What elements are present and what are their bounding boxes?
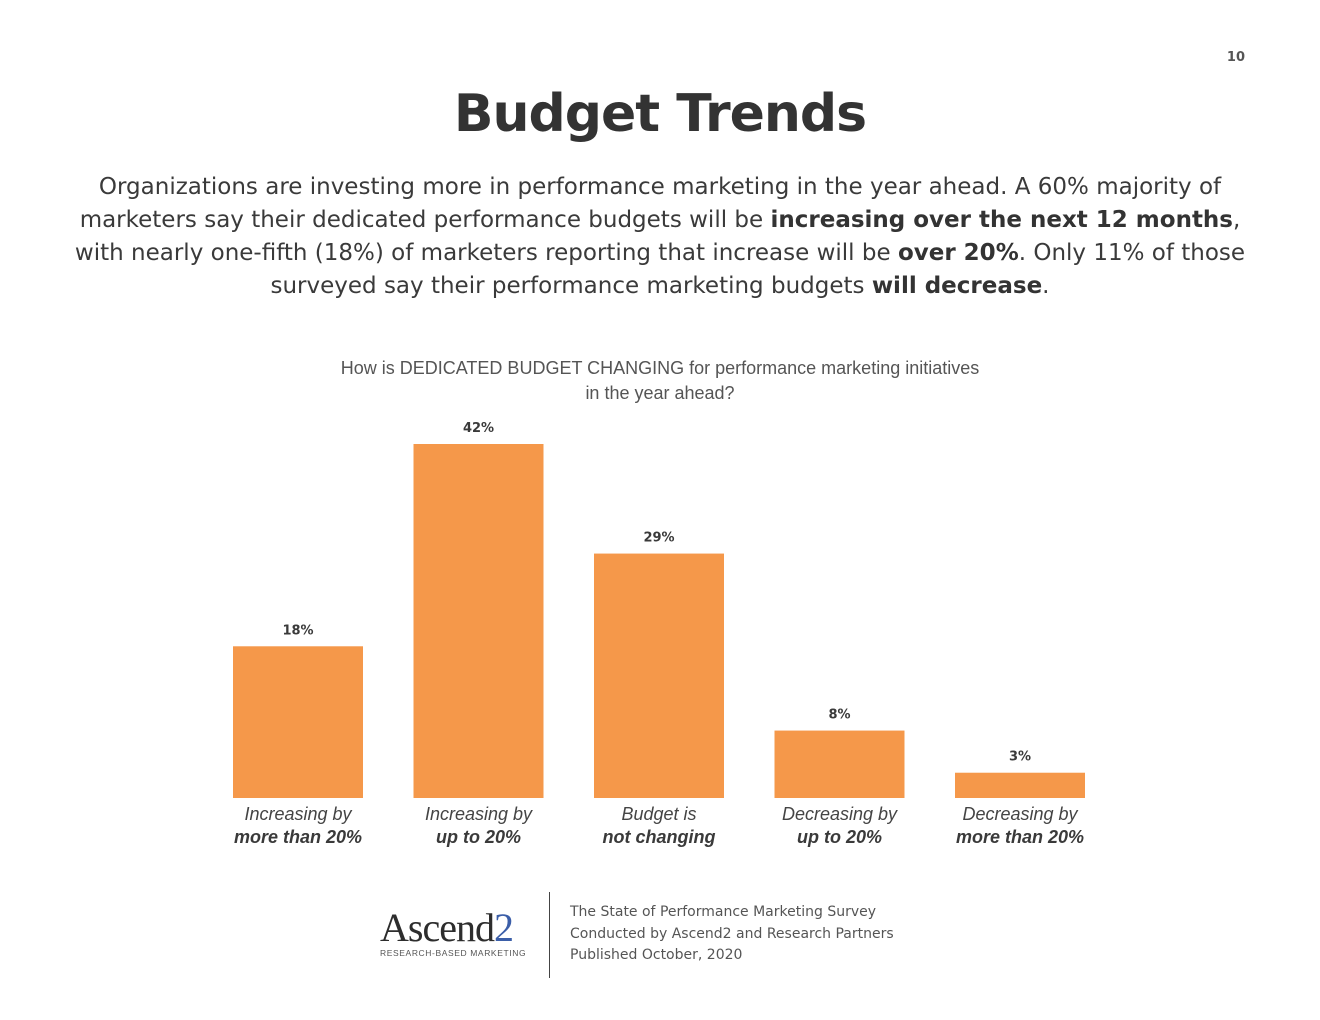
category-label: Increasing by — [425, 804, 533, 824]
intro-text: Organizations are investing more in perf… — [79, 174, 1222, 233]
source-line: Published October, 2020 — [570, 947, 743, 963]
page-title: Budget Trends — [453, 84, 867, 144]
data-label: 18% — [282, 623, 313, 638]
category-label: Increasing by — [244, 804, 352, 824]
bar — [413, 444, 544, 798]
intro-text: . Only 11% of those surveyed say their p… — [270, 240, 1246, 299]
data-label: 29% — [643, 531, 674, 546]
bar-chart: 18% Increasing by more than 20% 42% Increasi… — [233, 421, 1085, 847]
bar — [774, 730, 905, 798]
intro-text: . — [1042, 273, 1050, 299]
footer-divider — [549, 892, 550, 978]
data-label: 8% — [828, 708, 850, 723]
source-line: Conducted by Ascend2 and Research Partne… — [570, 925, 894, 942]
category-label: more than 20% — [234, 827, 362, 847]
category-label: Decreasing by — [782, 804, 898, 824]
category-label: Budget is — [621, 804, 696, 824]
bar — [955, 772, 1085, 798]
category-label: more than 20% — [956, 827, 1084, 847]
bar — [233, 646, 363, 798]
bar — [594, 553, 724, 798]
source-line: The State of Performance Marketing Surve… — [570, 904, 877, 920]
category-label: up to 20% — [797, 827, 882, 847]
category-label: Decreasing by — [962, 804, 1078, 824]
data-label: 42% — [463, 421, 494, 436]
ascend2-logo: Ascend2 RESEARCH-BASED MARKETING — [380, 908, 530, 959]
page-number: 10 — [1226, 50, 1245, 65]
logo-tagline: RESEARCH-BASED MARKETING — [380, 948, 527, 958]
intro-text: , with nearly one-fifth (18%) of markete… — [74, 207, 1241, 266]
chart-title-line: How is DEDICATED BUDGET CHANGING for per… — [340, 358, 980, 378]
intro-emphasis: will decrease — [871, 273, 1043, 299]
intro-paragraph: Organizations are investing more in perf… — [60, 171, 1260, 303]
chart-title-line: in the year ahead? — [585, 383, 735, 403]
logo-digit: 2 — [493, 905, 514, 950]
category-label: up to 20% — [436, 827, 521, 847]
logo-wordmark: Ascend2 — [380, 908, 530, 948]
logo-word: Ascend — [380, 905, 495, 950]
intro-emphasis: increasing over the next 12 months — [770, 207, 1233, 233]
chart-title: How is DEDICATED BUDGET CHANGING for per… — [260, 356, 1060, 406]
intro-emphasis: over 20% — [897, 240, 1019, 266]
data-label: 3% — [1009, 750, 1031, 765]
category-label: not changing — [603, 827, 716, 847]
footer-source: The State of Performance Marketing Surve… — [570, 902, 894, 967]
